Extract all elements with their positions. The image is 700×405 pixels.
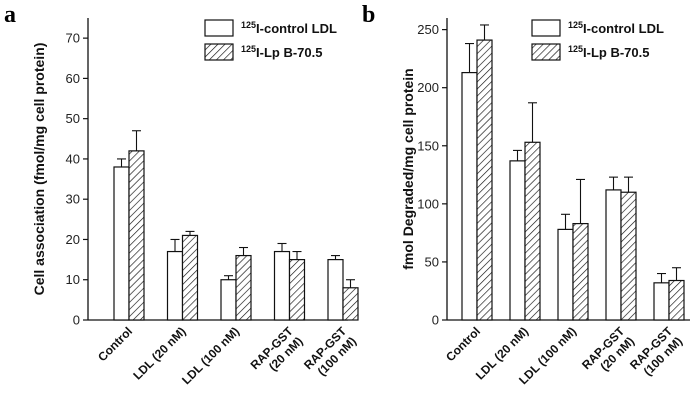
y-tick-label: 0 bbox=[432, 313, 439, 328]
chart-panel-a: 0 10 20 30 40 50 60 70 Cell association (fmol/mg… bbox=[31, 18, 359, 387]
legend-label: I-Lp B-70.5 bbox=[583, 45, 649, 60]
bar-hatched bbox=[181, 234, 199, 321]
bar-hatched bbox=[572, 222, 589, 321]
bar-open bbox=[653, 282, 670, 321]
x-category-label-line1: Control bbox=[443, 324, 483, 364]
bar-open bbox=[220, 279, 237, 321]
x-category-label: Control bbox=[443, 324, 483, 364]
bar-open bbox=[557, 228, 574, 321]
x-category-label: Control bbox=[95, 324, 135, 364]
x-category-label-line1: Control bbox=[95, 324, 135, 364]
x-category-label: RAP-GST(20 nM) bbox=[579, 324, 637, 382]
bar-hatched bbox=[128, 150, 145, 321]
bar-open bbox=[461, 71, 478, 321]
y-tick-label: 20 bbox=[66, 232, 80, 247]
bar-open bbox=[166, 250, 184, 321]
x-category-label: LDL (20 nM) bbox=[130, 324, 188, 382]
bar-hatched bbox=[476, 39, 493, 321]
y-tick-label: 50 bbox=[66, 111, 80, 126]
x-category-label: RAP-GST(100 nM) bbox=[301, 324, 359, 382]
bar-open bbox=[509, 160, 526, 321]
bar-hatched bbox=[342, 287, 359, 321]
y-tick-label: 50 bbox=[425, 254, 439, 269]
legend-swatch-open bbox=[204, 19, 234, 37]
legend-entry: 125I-Lp B-70.5 bbox=[568, 44, 650, 60]
legend-superscript: 125 bbox=[568, 20, 583, 30]
bar-open bbox=[273, 250, 291, 321]
panel-letter-b: b bbox=[362, 2, 375, 28]
y-tick-label: 60 bbox=[66, 71, 80, 86]
x-category-label-line1: LDL (100 nM) bbox=[179, 324, 242, 387]
y-tick-label: 100 bbox=[417, 196, 439, 211]
y-tick-label: 40 bbox=[66, 151, 80, 166]
legend-label: I-Lp B-70.5 bbox=[256, 45, 322, 60]
bar-hatched bbox=[668, 279, 685, 321]
bar-hatched bbox=[620, 191, 637, 321]
y-tick-label: 200 bbox=[417, 80, 439, 95]
bar-open bbox=[605, 189, 622, 321]
legend-entry: 125I-control LDL bbox=[568, 20, 664, 36]
legend-superscript: 125 bbox=[568, 44, 583, 54]
legend-swatch-hatched bbox=[204, 43, 234, 61]
legend-superscript: 125 bbox=[241, 20, 256, 30]
legend-superscript: 125 bbox=[241, 44, 256, 54]
y-tick-label: 10 bbox=[66, 272, 80, 287]
legend-entry: 125I-Lp B-70.5 bbox=[241, 44, 323, 60]
chart-panel-b: 0 50 100 150 200 250 fmol Degraded/mg cell pro… bbox=[400, 18, 690, 387]
bar-hatched bbox=[288, 259, 306, 321]
y-tick-label: 250 bbox=[417, 22, 439, 37]
x-category-label-line1: LDL (20 nM) bbox=[130, 324, 188, 382]
bar-open bbox=[327, 259, 344, 321]
legend-label: I-control LDL bbox=[256, 21, 337, 36]
bar-hatched bbox=[235, 254, 252, 321]
x-category-label: LDL (100 nM) bbox=[179, 324, 242, 387]
legend-swatch-hatched bbox=[531, 43, 561, 61]
panel-letter-a: a bbox=[4, 2, 16, 28]
legend-swatch-open bbox=[531, 19, 561, 37]
y-tick-label: 30 bbox=[66, 192, 80, 207]
y-tick-label: 150 bbox=[417, 138, 439, 153]
y-tick-label: 0 bbox=[73, 313, 80, 328]
y-axis-title: fmol Degraded/mg cell protein bbox=[400, 68, 416, 269]
x-category-label: RAP-GST(100 nM) bbox=[627, 324, 685, 382]
bar-hatched bbox=[524, 141, 541, 321]
legend-label: I-control LDL bbox=[583, 21, 664, 36]
y-tick-label: 70 bbox=[66, 31, 80, 46]
y-axis-title: Cell association (fmol/mg cell protein) bbox=[31, 43, 47, 296]
legend-entry: 125I-control LDL bbox=[241, 20, 337, 36]
bar-open bbox=[113, 166, 130, 321]
x-category-label: RAP-GST(20 nM) bbox=[248, 324, 306, 382]
